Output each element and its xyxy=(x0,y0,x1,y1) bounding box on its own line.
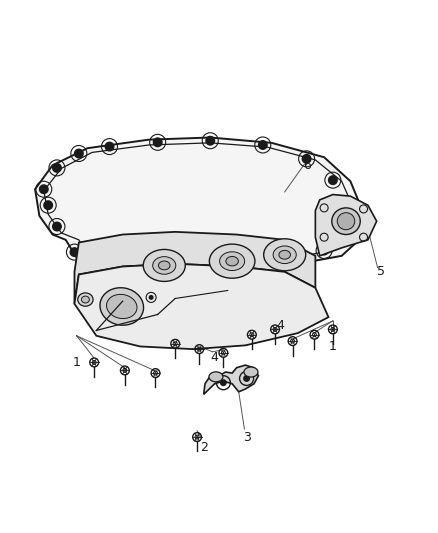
Circle shape xyxy=(52,222,62,231)
Ellipse shape xyxy=(143,249,185,281)
Polygon shape xyxy=(35,138,364,266)
Text: 1: 1 xyxy=(329,340,337,353)
Circle shape xyxy=(223,255,233,265)
Circle shape xyxy=(302,154,311,164)
Text: 4: 4 xyxy=(211,351,219,364)
Ellipse shape xyxy=(332,208,360,235)
Ellipse shape xyxy=(78,293,93,306)
Circle shape xyxy=(52,163,62,173)
Ellipse shape xyxy=(209,372,223,382)
Ellipse shape xyxy=(153,257,176,274)
Ellipse shape xyxy=(264,239,306,271)
Text: 4: 4 xyxy=(276,319,284,332)
Circle shape xyxy=(220,379,227,386)
Circle shape xyxy=(153,138,162,147)
Circle shape xyxy=(337,230,346,239)
Ellipse shape xyxy=(100,288,144,325)
Polygon shape xyxy=(74,232,315,304)
Circle shape xyxy=(105,142,114,151)
Text: 1: 1 xyxy=(73,356,81,369)
Text: 3: 3 xyxy=(244,431,251,443)
Text: 2: 2 xyxy=(200,441,208,454)
Circle shape xyxy=(280,252,290,262)
Ellipse shape xyxy=(226,256,238,266)
Circle shape xyxy=(92,254,101,263)
Circle shape xyxy=(74,149,84,158)
Circle shape xyxy=(162,255,171,265)
Circle shape xyxy=(258,140,268,150)
Ellipse shape xyxy=(279,251,290,259)
Polygon shape xyxy=(74,264,328,349)
Polygon shape xyxy=(204,365,258,394)
Circle shape xyxy=(148,295,154,300)
Text: 5: 5 xyxy=(377,265,385,278)
Ellipse shape xyxy=(209,244,255,278)
Ellipse shape xyxy=(159,261,170,270)
Circle shape xyxy=(39,184,49,194)
Ellipse shape xyxy=(81,296,89,303)
Circle shape xyxy=(319,246,329,255)
Circle shape xyxy=(205,136,215,146)
Ellipse shape xyxy=(244,367,258,377)
Circle shape xyxy=(328,175,338,185)
Circle shape xyxy=(70,247,79,257)
Circle shape xyxy=(243,375,250,382)
Polygon shape xyxy=(315,195,377,256)
Circle shape xyxy=(341,206,351,215)
Ellipse shape xyxy=(337,213,355,230)
Text: 6: 6 xyxy=(303,159,311,172)
Ellipse shape xyxy=(273,246,296,264)
Ellipse shape xyxy=(106,294,137,319)
Ellipse shape xyxy=(219,252,245,271)
Circle shape xyxy=(43,200,53,210)
